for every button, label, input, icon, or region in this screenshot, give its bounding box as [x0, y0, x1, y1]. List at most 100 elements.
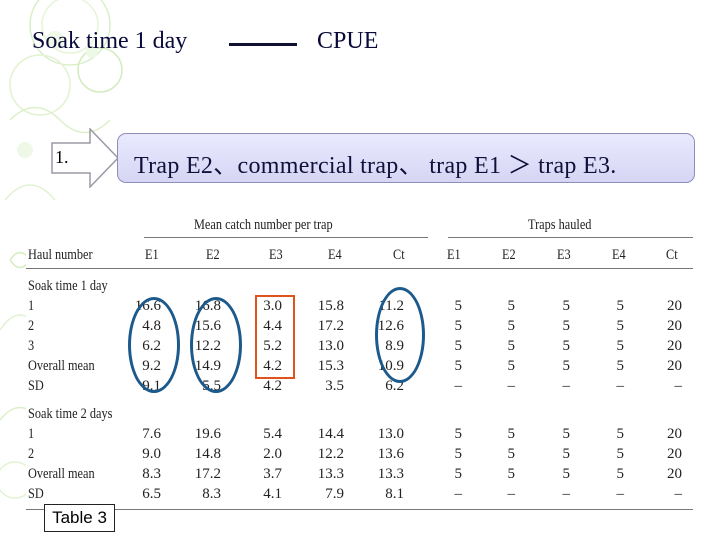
highlight-box-e3: [255, 295, 295, 379]
column-header: E2: [206, 247, 220, 263]
row-label: 1: [28, 426, 35, 442]
table-cell: 5: [454, 298, 463, 314]
column-header: E1: [447, 247, 461, 263]
table-cell: 5: [562, 446, 571, 462]
column-header: Ct: [666, 247, 678, 263]
group-rule-mean-catch: [144, 237, 428, 238]
table-cell: –: [674, 486, 683, 502]
table-cell: 20: [667, 466, 682, 482]
table-cell: 20: [667, 338, 682, 354]
row-label: 1: [28, 298, 35, 314]
column-header: E1: [145, 247, 159, 263]
column-header: E3: [269, 247, 283, 263]
table-cell: 5: [507, 446, 516, 462]
table-cell: 20: [667, 358, 682, 374]
column-header: Ct: [393, 247, 405, 263]
table-cell: 7.6: [142, 426, 161, 442]
row-label: SD: [28, 378, 44, 394]
table-cell: –: [674, 378, 683, 394]
table-cell: 5: [616, 358, 625, 374]
table-cell: 17.2: [194, 466, 221, 482]
table-cell: 5: [454, 466, 463, 482]
table-cell: 19.6: [194, 426, 221, 442]
highlight-oval-ct: [375, 287, 425, 383]
table-cell: 5: [507, 466, 516, 482]
table-cell: 5: [507, 426, 516, 442]
table-cell: 20: [667, 318, 682, 334]
row-label: SD: [28, 486, 44, 502]
table-cell: 9.0: [142, 446, 161, 462]
table-cell: –: [562, 378, 571, 394]
table-cell: 5: [616, 446, 625, 462]
table-cell: 20: [667, 298, 682, 314]
table-cell: 14.4: [317, 426, 344, 442]
table-cell: 8.3: [142, 466, 161, 482]
table-cell: 6.5: [142, 486, 161, 502]
table-cell: 5.2: [263, 338, 282, 354]
table-cell: –: [562, 486, 571, 502]
table-cell: –: [507, 378, 516, 394]
table-cell: 3.5: [325, 378, 344, 394]
table-body: Mean catch number per trap Traps hauled Ha…: [26, 210, 693, 513]
table-cell: 13.0: [377, 426, 404, 442]
arrow-right-icon: [51, 128, 120, 188]
slide-title-soak-time: Soak time 1 day: [32, 28, 188, 54]
catch-data-table: Mean catch number per trap Traps hauled Ha…: [26, 210, 693, 513]
table-cell: 5: [454, 358, 463, 374]
table-cell: 5: [616, 338, 625, 354]
table-cell: 13.3: [317, 466, 344, 482]
conclusion-text: Trap E2、commercial trap、 trap E1 ＞ trap …: [134, 153, 617, 179]
step-number: 1.: [55, 147, 69, 167]
table-cell: 5: [562, 318, 571, 334]
table-cell: 5: [562, 358, 571, 374]
table-cell: 13.3: [377, 466, 404, 482]
table-cell: 5: [507, 318, 516, 334]
table-cell: 13.0: [317, 338, 344, 354]
table-cell: 5: [454, 426, 463, 442]
column-header: E4: [612, 247, 626, 263]
table-cell: –: [454, 486, 463, 502]
table-cell: 20: [667, 426, 682, 442]
slide-title-cpue: CPUE: [317, 28, 379, 54]
table-cell: 4.2: [263, 378, 282, 394]
table-cell: 5: [562, 466, 571, 482]
table-cell: 4.2: [263, 358, 282, 374]
title-connector-line: [229, 43, 297, 46]
table-cell: 5: [562, 426, 571, 442]
table-cell: 8.1: [385, 486, 404, 502]
highlight-oval-e2: [190, 297, 242, 393]
table-cell: 5: [562, 338, 571, 354]
table-cell: 5: [616, 298, 625, 314]
table-cell: 15.8: [317, 298, 344, 314]
table-cell: 5: [507, 338, 516, 354]
table-cell: 4.1: [263, 486, 282, 502]
table-cell: 5: [616, 318, 625, 334]
table-cell: 5.4: [263, 426, 282, 442]
table-cell: 5: [507, 298, 516, 314]
group-rule-traps-hauled: [448, 237, 693, 238]
table-cell: –: [616, 486, 625, 502]
header-rule: [26, 268, 693, 269]
row-label: 3: [28, 338, 35, 354]
group-header-traps-hauled: Traps hauled: [528, 217, 592, 233]
table-cell: 5: [454, 446, 463, 462]
row-label: 2: [28, 446, 35, 462]
table-cell: 2.0: [263, 446, 282, 462]
table-cell: 5: [507, 358, 516, 374]
table-cell: 5: [454, 318, 463, 334]
table-cell: 20: [667, 446, 682, 462]
table-cell: 5: [562, 298, 571, 314]
table-cell: 14.8: [194, 446, 221, 462]
column-header: E3: [557, 247, 571, 263]
table-cell: 3.0: [263, 298, 282, 314]
table-cell: 12.2: [317, 446, 344, 462]
table-cell: 17.2: [317, 318, 344, 334]
table-caption-label: Table 3: [44, 504, 115, 532]
table-cell: 15.3: [317, 358, 344, 374]
table-cell: –: [507, 486, 516, 502]
column-header: E4: [328, 247, 342, 263]
row-label: 2: [28, 318, 35, 334]
row-group-label: Soak time 2 days: [28, 406, 113, 422]
table-cell: 4.4: [263, 318, 282, 334]
table-cell: 13.6: [377, 446, 404, 462]
